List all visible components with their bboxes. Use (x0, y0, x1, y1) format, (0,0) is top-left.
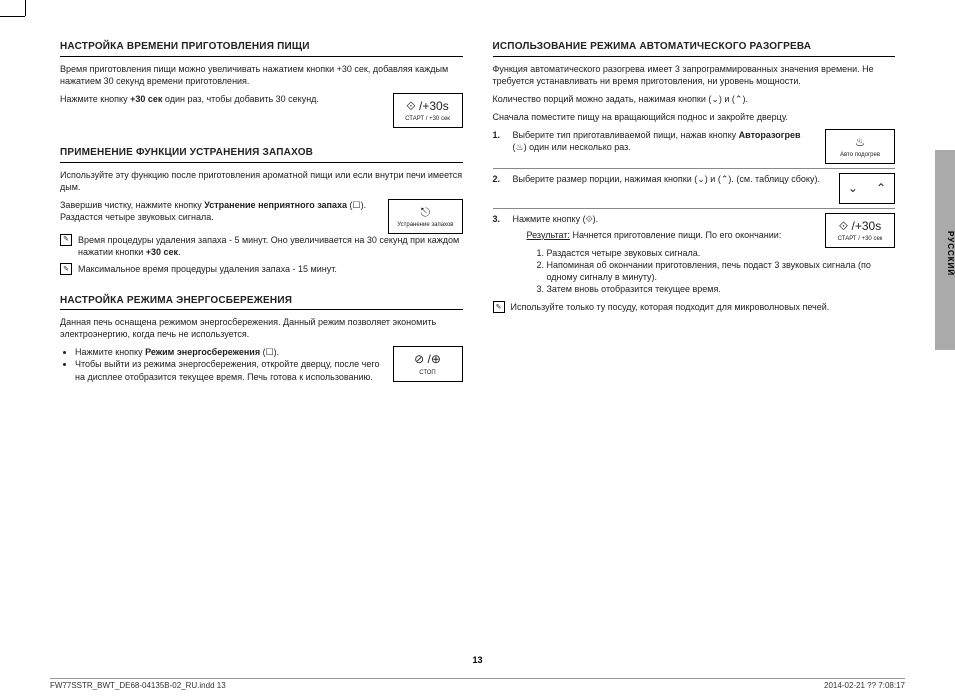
step-text: Выберите тип приготавливаемой пищи, нажа… (513, 129, 816, 153)
heading: НАСТРОЙКА РЕЖИМА ЭНЕРГОСБЕРЕЖЕНИЯ (60, 294, 463, 311)
list-item: Напоминая об окончании приготовления, пе… (547, 259, 896, 283)
heading: ИСПОЛЬЗОВАНИЕ РЕЖИМА АВТОМАТИЧЕСКОГО РАЗ… (493, 40, 896, 57)
note-text: Время процедуры удаления запаха - 5 мину… (78, 234, 463, 258)
down-arrow-icon: ⌄ (848, 180, 858, 196)
arrow-buttons-box: ⌄ ⌃ (839, 173, 895, 203)
step-number: 3. (493, 213, 507, 225)
language-tab: РУССКИЙ (935, 150, 955, 350)
paragraph: Время приготовления пищи можно увеличива… (60, 63, 463, 87)
icon-label: СТОП (402, 369, 454, 377)
icon-label: Авто подогрев (834, 151, 886, 159)
reheat-icon: ♨ (834, 134, 886, 150)
crop-mark (25, 0, 26, 16)
result-label: Результат: (527, 230, 570, 240)
note-icon: ✎ (60, 234, 72, 246)
start-30s-icon: ⟐ /+30s (834, 218, 886, 234)
result-intro: Начнется приготовление пищи. По его окон… (572, 230, 781, 240)
paragraph: Используйте эту функцию после приготовле… (60, 169, 463, 193)
button-icon-box: ⟐ /+30s СТАРТ / +30 сек (825, 213, 895, 248)
note-text: Максимальное время процедуры удаления за… (78, 263, 337, 275)
step: 2. Выберите размер порции, нажимая кнопк… (493, 173, 829, 185)
start-30s-icon: ⟐ /+30s (402, 98, 454, 114)
note: ✎ Максимальное время процедуры удаления … (60, 263, 463, 275)
step: 1. Выберите тип приготавливаемой пищи, н… (493, 129, 816, 153)
note-icon: ✎ (60, 263, 72, 275)
footer-timestamp: 2014-02-21 ?? 7:08:17 (824, 681, 905, 690)
page-number: 13 (472, 655, 482, 665)
icon-label: СТАРТ / +30 сек (402, 115, 454, 123)
result-list: Раздастся четыре звуковых сигнала. Напом… (527, 247, 896, 296)
section-energy-save: НАСТРОЙКА РЕЖИМА ЭНЕРГОСБЕРЕЖЕНИЯ Данная… (60, 294, 463, 389)
note: ✎ Время процедуры удаления запаха - 5 ми… (60, 234, 463, 258)
heading: ПРИМЕНЕНИЕ ФУНКЦИИ УСТРАНЕНИЯ ЗАПАХОВ (60, 146, 463, 163)
note: ✎ Используйте только ту посуду, которая … (493, 301, 896, 313)
divider (493, 168, 896, 169)
button-icon-box: ⊘ /⊕ СТОП (393, 346, 463, 381)
paragraph: Количество порций можно задать, нажимая … (493, 93, 896, 105)
content-columns: НАСТРОЙКА ВРЕМЕНИ ПРИГОТОВЛЕНИЯ ПИЩИ Вре… (0, 0, 955, 417)
left-column: НАСТРОЙКА ВРЕМЕНИ ПРИГОТОВЛЕНИЯ ПИЩИ Вре… (60, 40, 463, 407)
footer-file: FW77SSTR_BWT_DE68-04135B-02_RU.indd 13 (50, 681, 226, 690)
note-text: Используйте только ту посуду, которая по… (511, 301, 830, 313)
icon-label: СТАРТ / +30 сек (834, 235, 886, 243)
paragraph: Функция автоматического разогрева имеет … (493, 63, 896, 87)
right-column: ИСПОЛЬЗОВАНИЕ РЕЖИМА АВТОМАТИЧЕСКОГО РАЗ… (493, 40, 896, 407)
step: 3. Нажмите кнопку (⟐). (493, 213, 816, 225)
crop-mark (0, 16, 25, 17)
paragraph: Сначала поместите пищу на вращающийся по… (493, 111, 896, 123)
up-arrow-icon: ⌃ (876, 180, 886, 196)
stop-icon: ⊘ /⊕ (402, 351, 454, 367)
paragraph: Данная печь оснащена режимом энергосбере… (60, 316, 463, 340)
step-text: Выберите размер порции, нажимая кнопки (… (513, 173, 820, 185)
button-icon-box: ♨ Авто подогрев (825, 129, 895, 164)
icon-label: Устранение запахов (397, 221, 453, 229)
footer: FW77SSTR_BWT_DE68-04135B-02_RU.indd 13 2… (50, 678, 905, 690)
button-icon-box: ⎋ Устранение запахов (388, 199, 462, 234)
heading: НАСТРОЙКА ВРЕМЕНИ ПРИГОТОВЛЕНИЯ ПИЩИ (60, 40, 463, 57)
note-icon: ✎ (493, 301, 505, 313)
step-number: 2. (493, 173, 507, 185)
section-auto-reheat: ИСПОЛЬЗОВАНИЕ РЕЖИМА АВТОМАТИЧЕСКОГО РАЗ… (493, 40, 896, 314)
list-item: Затем вновь отобразится текущее время. (547, 283, 896, 295)
step-text: Нажмите кнопку (⟐). (513, 213, 599, 225)
section-cooking-time: НАСТРОЙКА ВРЕМЕНИ ПРИГОТОВЛЕНИЯ ПИЩИ Вре… (60, 40, 463, 128)
section-deodorize: ПРИМЕНЕНИЕ ФУНКЦИИ УСТРАНЕНИЯ ЗАПАХОВ Ис… (60, 146, 463, 275)
list-item: Раздастся четыре звуковых сигнала. (547, 247, 896, 259)
step-number: 1. (493, 129, 507, 153)
deodorize-icon: ⎋ (397, 204, 453, 220)
button-icon-box: ⟐ /+30s СТАРТ / +30 сек (393, 93, 463, 128)
divider (493, 208, 896, 209)
